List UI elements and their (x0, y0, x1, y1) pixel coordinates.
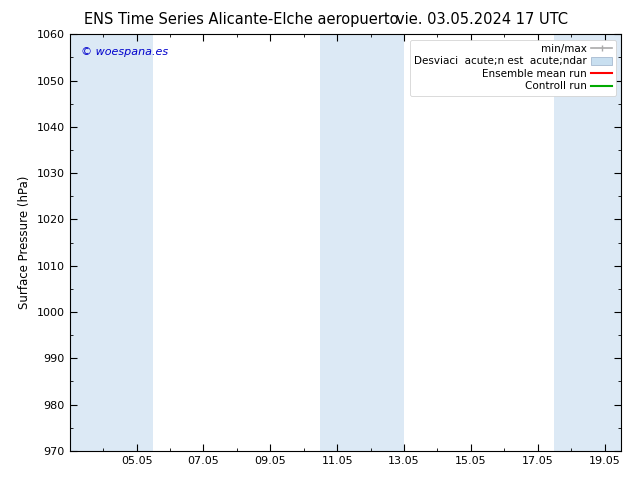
Text: © woespana.es: © woespana.es (81, 47, 168, 57)
Bar (555, 34, 621, 451)
Bar (320, 34, 404, 451)
Y-axis label: Surface Pressure (hPa): Surface Pressure (hPa) (18, 176, 31, 309)
Bar (70, 34, 153, 451)
Text: ENS Time Series Alicante-Elche aeropuerto: ENS Time Series Alicante-Elche aeropuert… (84, 12, 398, 27)
Legend: min/max, Desviaci  acute;n est  acute;ndar, Ensemble mean run, Controll run: min/max, Desviaci acute;n est acute;ndar… (410, 40, 616, 96)
Text: vie. 03.05.2024 17 UTC: vie. 03.05.2024 17 UTC (396, 12, 568, 27)
